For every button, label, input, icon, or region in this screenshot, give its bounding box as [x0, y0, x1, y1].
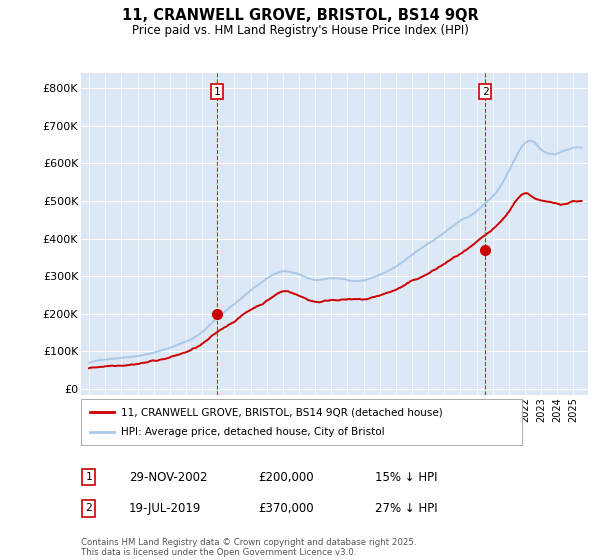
Text: 1: 1 — [85, 472, 92, 482]
Text: £370,000: £370,000 — [258, 502, 314, 515]
Text: 1: 1 — [214, 87, 220, 97]
Text: Price paid vs. HM Land Registry's House Price Index (HPI): Price paid vs. HM Land Registry's House … — [131, 24, 469, 36]
Text: £200,000: £200,000 — [258, 470, 314, 484]
Text: 27% ↓ HPI: 27% ↓ HPI — [375, 502, 437, 515]
Text: 11, CRANWELL GROVE, BRISTOL, BS14 9QR (detached house): 11, CRANWELL GROVE, BRISTOL, BS14 9QR (d… — [121, 407, 442, 417]
Text: 11, CRANWELL GROVE, BRISTOL, BS14 9QR: 11, CRANWELL GROVE, BRISTOL, BS14 9QR — [122, 8, 478, 24]
Text: Contains HM Land Registry data © Crown copyright and database right 2025.
This d: Contains HM Land Registry data © Crown c… — [81, 538, 416, 557]
Text: 29-NOV-2002: 29-NOV-2002 — [129, 470, 208, 484]
Text: 19-JUL-2019: 19-JUL-2019 — [129, 502, 202, 515]
Text: HPI: Average price, detached house, City of Bristol: HPI: Average price, detached house, City… — [121, 427, 385, 437]
Text: 2: 2 — [85, 503, 92, 514]
Text: 2: 2 — [482, 87, 488, 97]
Text: 15% ↓ HPI: 15% ↓ HPI — [375, 470, 437, 484]
